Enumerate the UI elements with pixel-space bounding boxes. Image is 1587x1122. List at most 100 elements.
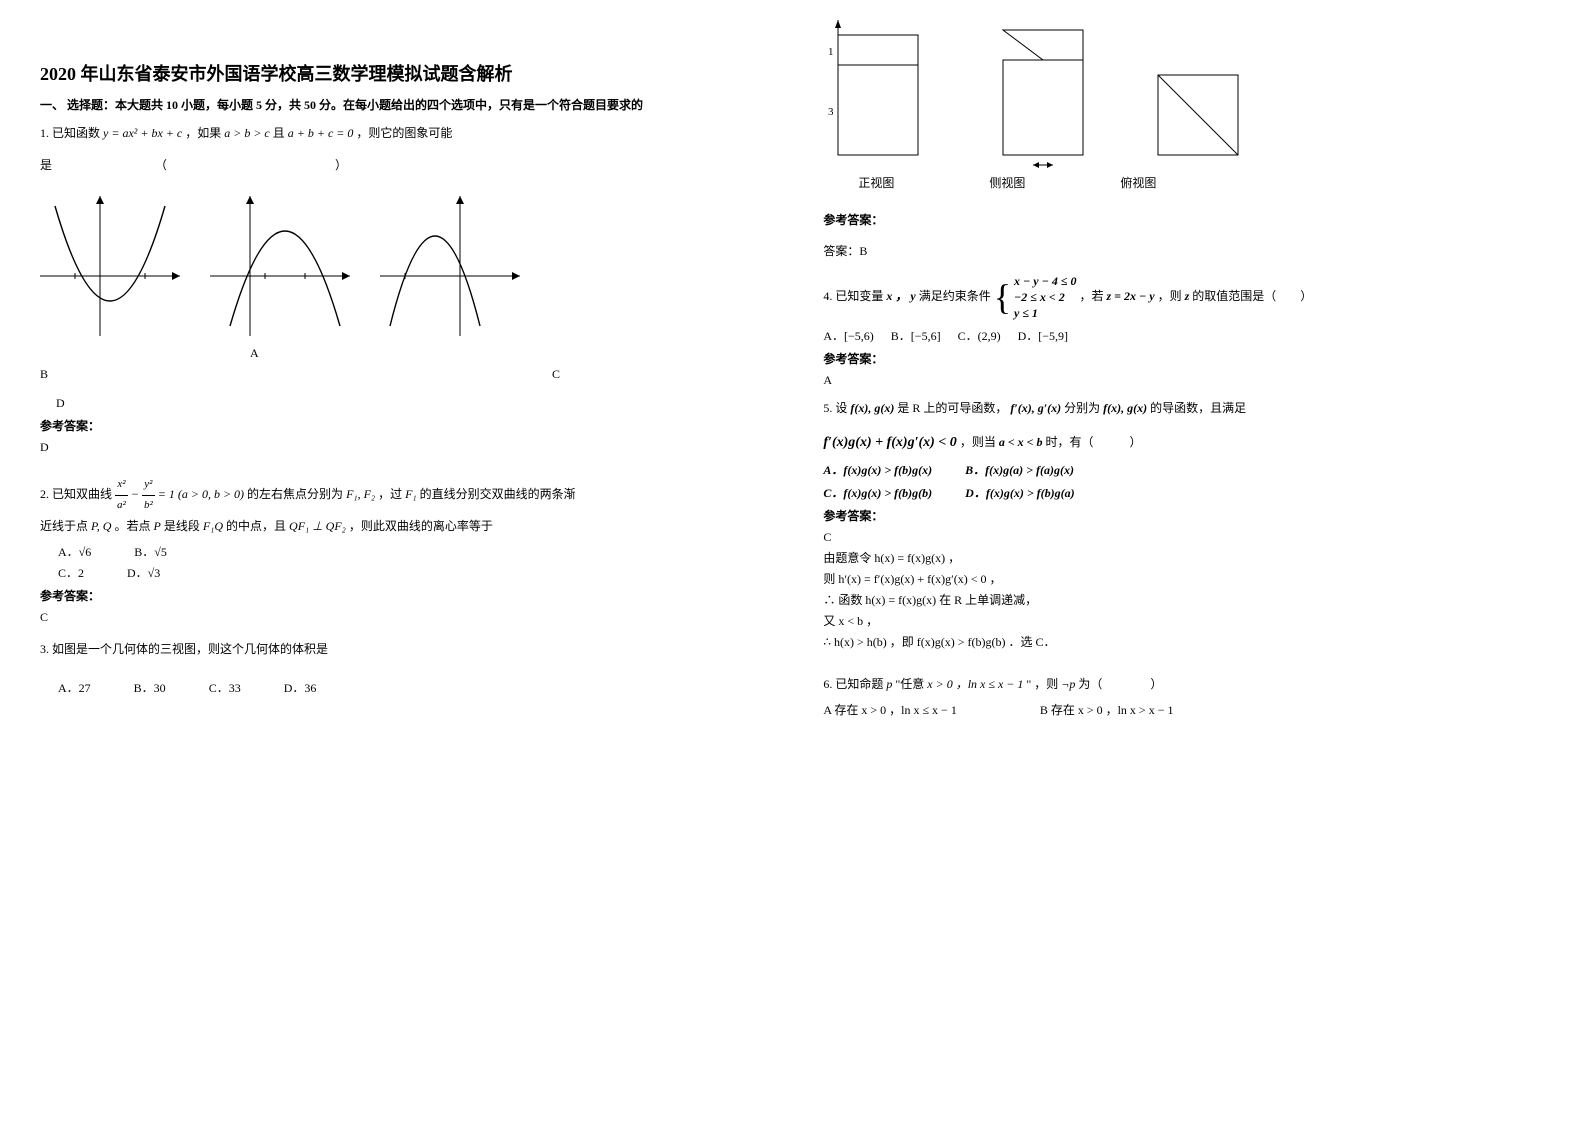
- q4-z: z = 2x − y: [1106, 289, 1154, 303]
- q4-opt-a: A．[−5,6): [823, 329, 873, 343]
- q1-cond2: a + b + c = 0: [288, 126, 354, 140]
- question-1: 1. 已知函数 y = ax² + bx + c ，如果 a > b > c 且…: [40, 123, 763, 145]
- q2-stem-a: 2. 已知双曲线: [40, 487, 115, 501]
- top-label: 俯视图: [1120, 174, 1156, 191]
- parabola-fig-1: [40, 196, 180, 336]
- q4-c3: y ≤ 1: [1014, 305, 1076, 321]
- q6-cond: x > 0 ，ln x ≤ x − 1: [927, 677, 1023, 691]
- left-column: 2020 年山东省泰安市外国语学校高三数学理模拟试题含解析 一、 选择题：本大题…: [40, 20, 763, 718]
- q1-label-a: A: [250, 346, 763, 361]
- front-view: 1 3: [823, 20, 933, 170]
- q1-formula: y = ax² + bx + c: [103, 126, 182, 140]
- q4-opt-d: D．[−5,9]: [1018, 329, 1068, 343]
- q4-stem-b: 满足约束条件: [919, 289, 994, 303]
- q6-stem-a: 6. 已知命题: [823, 677, 886, 691]
- q5-stem-e: ，则当: [960, 435, 999, 449]
- q5-opt-c: C．f(x)g(x) > f(b)g(b): [823, 486, 932, 500]
- q5-sol1: 由题意令 h(x) = f(x)g(x) ，: [823, 549, 1546, 566]
- q4-stem-a: 4. 已知变量: [823, 289, 886, 303]
- q3-ans: 答案：B: [823, 242, 1546, 259]
- q2-perp: QF₁ ⊥ QF₂: [289, 519, 346, 533]
- q1-label-c: C: [552, 367, 560, 382]
- q1-label-b: B: [40, 367, 48, 382]
- q5-fgp: f′(x), g′(x): [1010, 401, 1061, 415]
- q3-opt-d: D．36: [284, 679, 317, 696]
- q2-opts-row2: C．2 D．√3: [58, 564, 763, 581]
- q2-l2c: 是线段: [164, 519, 203, 533]
- q5-stem-c: 分别为: [1064, 401, 1103, 415]
- question-4: 4. 已知变量 x ， y 满足约束条件 { x − y − 4 ≤ 0 −2 …: [823, 273, 1546, 321]
- q4-c2: −2 ≤ x < 2: [1014, 289, 1076, 305]
- q5-ans-label: 参考答案：: [823, 507, 1546, 524]
- svg-text:3: 3: [828, 106, 834, 118]
- q5-stem-d: 的导函数，且满足: [1150, 401, 1246, 415]
- q5-ineq: f′(x)g(x) + f(x)g′(x) < 0: [823, 435, 956, 450]
- q2-opt-b: B．√5: [134, 543, 167, 560]
- q4-opts: A．[−5,6) B．[−5,6] C．(2,9) D．[−5,9]: [823, 327, 1546, 344]
- q1-line2: 是 （ ）: [40, 155, 763, 177]
- q1-stem-c: 且: [273, 126, 288, 140]
- question-5: 5. 设 f(x), g(x) 是 R 上的可导函数， f′(x), g′(x)…: [823, 398, 1546, 420]
- q2-opts-row1: A．√6 B．√5: [58, 543, 763, 560]
- section-heading: 一、 选择题：本大题共 10 小题，每小题 5 分，共 50 分。在每小题给出的…: [40, 96, 763, 113]
- q2-f1: F₁: [405, 487, 417, 501]
- q1-stem-a: 1. 已知函数: [40, 126, 103, 140]
- q1-label-d: D: [56, 396, 763, 411]
- q5-opts-row2: C．f(x)g(x) > f(b)g(b) D．f(x)g(x) > f(b)g…: [823, 484, 1546, 501]
- q2-stem-d: 的直线分别交双曲线的两条渐: [420, 487, 576, 501]
- q6-stem-d: 为（ ）: [1078, 677, 1162, 691]
- q1-stem-e: 是: [40, 158, 52, 172]
- q4-opt-b: B．[−5,6]: [891, 329, 941, 343]
- q4-xy: x ， y: [886, 289, 915, 303]
- q6-opt-b: B 存在 x > 0 ，ln x > x − 1: [1040, 703, 1174, 717]
- q5-fg: f(x), g(x): [850, 401, 894, 415]
- q2-l2d: 的中点，且: [226, 519, 289, 533]
- front-label: 正视图: [858, 174, 894, 191]
- q5-sol4: 又 x < b ，: [823, 612, 1546, 629]
- parabola-fig-2: [210, 196, 350, 336]
- svg-text:1: 1: [828, 46, 834, 58]
- q2-rq: F₁Q: [203, 519, 223, 533]
- q1-paren: （ ）: [155, 158, 347, 172]
- q4-stem-c: ，若: [1079, 289, 1106, 303]
- q6-stem-b: "任意: [895, 677, 927, 691]
- svg-text:3: 3: [1035, 169, 1041, 170]
- q5-opts-row1: A．f(x)g(x) > f(b)g(x) B．f(x)g(a) > f(a)g…: [823, 461, 1546, 478]
- q5-ans: C: [823, 530, 1546, 545]
- q6-opt-a: A 存在 x > 0 ，ln x ≤ x − 1: [823, 703, 956, 717]
- view-labels: 正视图 侧视图 俯视图: [858, 174, 1546, 191]
- q2-l2b: 。若点: [114, 519, 153, 533]
- q1-stem-b: ，如果: [185, 126, 224, 140]
- q1-stem-d: ，则它的图象可能: [356, 126, 452, 140]
- q1-ans-label: 参考答案：: [40, 417, 763, 434]
- q2-l2e: ，则此双曲线的离心率等于: [349, 519, 493, 533]
- q5-stem-b: 是 R 上的可导函数，: [897, 401, 1007, 415]
- q4-c1: x − y − 4 ≤ 0: [1014, 273, 1076, 289]
- q2-opt-d: D．√3: [127, 564, 160, 581]
- q5-sol2: 则 h′(x) = f′(x)g(x) + f(x)g′(x) < 0 ，: [823, 570, 1546, 587]
- q3-opt-b: B．30: [134, 679, 166, 696]
- q2-p: P: [153, 519, 160, 533]
- q4-zvar: z: [1185, 289, 1190, 303]
- q1-figures: [40, 196, 763, 336]
- q4-ans: A: [823, 373, 1546, 388]
- q4-stem-e: 的取值范围是（ ）: [1192, 289, 1312, 303]
- q2-line2: 近线于点 P, Q 。若点 P 是线段 F₁Q 的中点，且 QF₁ ⊥ QF₂ …: [40, 516, 763, 538]
- q2-stem-c: ，过: [378, 487, 405, 501]
- q6-opts: A 存在 x > 0 ，ln x ≤ x − 1 B 存在 x > 0 ，ln …: [823, 701, 1546, 718]
- top-view: [1143, 60, 1253, 170]
- q4-opt-c: C．(2,9): [958, 329, 1001, 343]
- q6-p: p: [886, 677, 892, 691]
- page-title: 2020 年山东省泰安市外国语学校高三数学理模拟试题含解析: [40, 60, 763, 86]
- question-6: 6. 已知命题 p "任意 x > 0 ，ln x ≤ x − 1 " ，则 ¬…: [823, 674, 1546, 696]
- q1-cond1: a > b > c: [224, 126, 270, 140]
- q5-opt-d: D．f(x)g(x) > f(b)g(a): [965, 486, 1074, 500]
- q2-ans-label: 参考答案：: [40, 587, 763, 604]
- q2-ans: C: [40, 610, 763, 625]
- q3-opt-c: C．33: [209, 679, 241, 696]
- q5-line2: f′(x)g(x) + f(x)g′(x) < 0 ，则当 a < x < b …: [823, 430, 1546, 455]
- question-3: 3. 如图是一个几何体的三视图，则这个几何体的体积是: [40, 639, 763, 661]
- q5-sol3: ∴ 函数 h(x) = f(x)g(x) 在 R 上单调递减，: [823, 591, 1546, 608]
- q2-l2a: 近线于点: [40, 519, 91, 533]
- q5-axb: a < x < b: [999, 435, 1043, 449]
